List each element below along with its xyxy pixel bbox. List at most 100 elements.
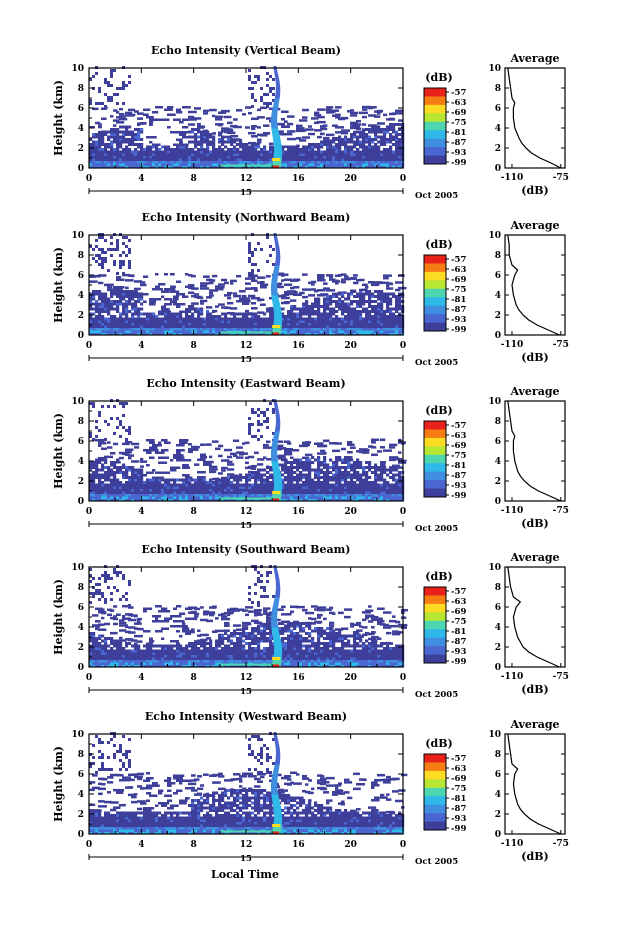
average-x-label: (dB) — [521, 850, 548, 863]
colorbar-tick-label: -93 — [451, 481, 466, 491]
panel-4: Echo Intensity (Southward Beam) 0 2 4 6 8 10 He… — [52, 543, 569, 700]
average-y-tick-label: 2 — [495, 810, 501, 820]
colorbar-swatch — [424, 138, 446, 148]
x-tick-label: 4 — [138, 341, 144, 351]
x-tick-label: 0 — [86, 840, 92, 850]
average-x-tick-label: -75 — [553, 839, 569, 849]
y-tick-label: 8 — [78, 583, 84, 593]
colorbar-tick-label: -63 — [451, 265, 466, 275]
average-x-label: (dB) — [521, 517, 548, 530]
colorbar-tick-label: -57 — [451, 421, 466, 431]
x-tick-label: 20 — [344, 507, 357, 517]
colorbar-swatch — [424, 147, 446, 157]
x-tick-label: 8 — [191, 840, 197, 850]
x-axis-label-local-time: Local Time — [211, 868, 279, 881]
average-y-tick-label: 0 — [495, 497, 501, 507]
colorbar-swatch — [424, 813, 446, 823]
average-y-tick-label: 8 — [495, 84, 501, 94]
colorbar-tick-label: -87 — [451, 804, 466, 814]
echo-field — [89, 233, 407, 336]
colorbar-tick-label: -75 — [451, 617, 466, 627]
average-y-tick-label: 2 — [495, 144, 501, 154]
average-y-tick-label: 4 — [495, 623, 501, 633]
average-y-tick-label: 10 — [488, 730, 501, 740]
colorbar-tick-label: -99 — [451, 657, 466, 667]
y-tick-label: 2 — [78, 477, 84, 487]
colorbar-tick-label: -81 — [451, 627, 466, 637]
y-tick-label: 10 — [71, 397, 84, 407]
average-x-label: (dB) — [521, 683, 548, 696]
average-y-tick-label: 6 — [495, 271, 501, 281]
colorbar-tick-label: -75 — [451, 451, 466, 461]
colorbar-tick-label: -81 — [451, 794, 466, 804]
colorbar-swatch — [424, 155, 446, 165]
colorbar-tick-label: -81 — [451, 461, 466, 471]
echo-field — [89, 66, 405, 169]
average-y-tick-label: 2 — [495, 643, 501, 653]
average-y-tick-label: 2 — [495, 311, 501, 321]
colorbar-swatch — [424, 288, 446, 298]
x-tick-label: 0 — [86, 341, 92, 351]
average-x-label: (dB) — [521, 184, 548, 197]
average-frame — [504, 67, 566, 169]
y-tick-label: 0 — [78, 164, 84, 174]
colorbar-unit: (dB) — [425, 71, 452, 84]
colorbar-tick-label: -87 — [451, 305, 466, 315]
colorbar-swatch — [424, 612, 446, 622]
x-tick-label: 0 — [86, 673, 92, 683]
average-x-tick-label: -75 — [553, 340, 569, 350]
colorbar-tick-label: -93 — [451, 315, 466, 325]
x-tick-label: 0 — [400, 840, 406, 850]
colorbar-swatch — [424, 429, 446, 439]
colorbar-frame — [423, 586, 447, 664]
average-frame — [504, 733, 566, 835]
colorbar-swatch — [424, 595, 446, 605]
colorbar-tick-label: -75 — [451, 118, 466, 128]
x-tick-label: 0 — [400, 174, 406, 184]
panel-title: Echo Intensity (Eastward Beam) — [146, 377, 345, 390]
colorbar-swatch — [424, 654, 446, 664]
colorbar-unit: (dB) — [425, 737, 452, 750]
average-x-tick-label: -110 — [501, 506, 524, 516]
y-tick-label: 4 — [78, 124, 84, 134]
average-y-tick-label: 0 — [495, 164, 501, 174]
date-label: Oct 2005 — [415, 358, 458, 368]
average-frame — [504, 234, 566, 336]
echo-field — [89, 565, 408, 668]
colorbar-swatch — [424, 471, 446, 481]
colorbar-tick-label: -63 — [451, 764, 466, 774]
average-x-tick-label: -110 — [501, 340, 524, 350]
x-tick-label: 4 — [138, 840, 144, 850]
average-title: Average — [509, 551, 559, 564]
x-tick-label: 20 — [344, 341, 357, 351]
average-x-tick-label: -75 — [553, 173, 569, 183]
x-tick-label: 20 — [344, 840, 357, 850]
colorbar-swatch — [424, 314, 446, 324]
colorbar-tick-label: -63 — [451, 597, 466, 607]
colorbar-tick-label: -99 — [451, 325, 466, 335]
y-tick-label: 4 — [78, 623, 84, 633]
average-x-tick-label: -110 — [501, 173, 524, 183]
x-tick-label: 20 — [344, 174, 357, 184]
average-y-tick-label: 6 — [495, 770, 501, 780]
average-profile-line — [507, 566, 560, 668]
y-axis-label: Height (km) — [52, 746, 65, 822]
colorbar-swatch — [424, 322, 446, 332]
colorbar-swatch — [424, 754, 446, 763]
colorbar-tick-label: -99 — [451, 824, 466, 834]
y-tick-label: 0 — [78, 663, 84, 673]
x-tick-label: 8 — [191, 673, 197, 683]
y-tick-label: 8 — [78, 417, 84, 427]
colorbar-swatch — [424, 762, 446, 772]
colorbar-swatch — [424, 113, 446, 123]
average-title: Average — [509, 219, 559, 232]
colorbar-swatch — [424, 637, 446, 647]
echo-field — [89, 732, 408, 835]
date-label: Oct 2005 — [415, 191, 458, 201]
colorbar-tick-label: -57 — [451, 88, 466, 98]
colorbar-tick-label: -93 — [451, 647, 466, 657]
panel-title: Echo Intensity (Vertical Beam) — [151, 44, 341, 57]
colorbar-tick-label: -69 — [451, 108, 466, 118]
colorbar-tick-label: -69 — [451, 607, 466, 617]
